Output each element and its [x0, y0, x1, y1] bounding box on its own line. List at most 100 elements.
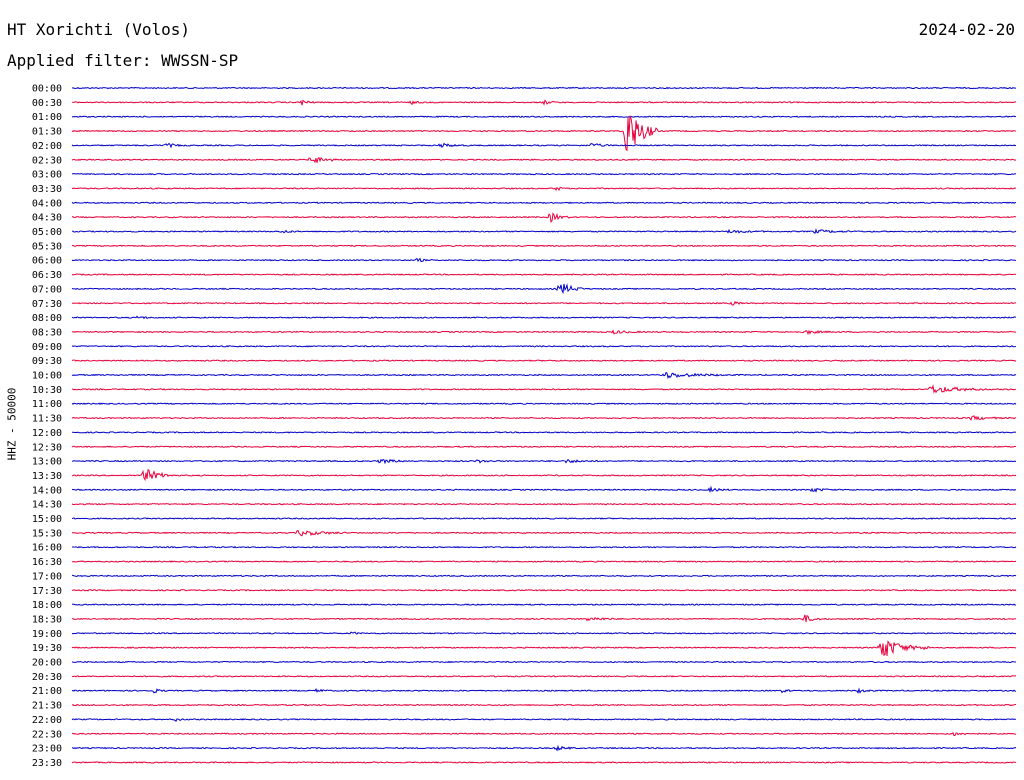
trace-line: [71, 228, 1017, 235]
time-label: 07:00: [32, 284, 62, 295]
time-label: 02:00: [32, 141, 62, 152]
trace-line: [71, 283, 1017, 295]
trace-line: [71, 744, 1017, 752]
trace-line: [71, 384, 1017, 394]
time-label: 08:00: [32, 313, 62, 324]
station-title: HT Xorichti (Volos): [7, 20, 191, 39]
date-label: 2024-02-20: [918, 20, 1015, 39]
time-label: 16:30: [32, 557, 62, 568]
trace-line: [71, 156, 1017, 164]
trace-line: [71, 172, 1017, 176]
trace-line: [71, 345, 1017, 348]
trace-line: [71, 614, 1017, 623]
time-label: 23:30: [32, 758, 62, 769]
time-label: 18:30: [32, 614, 62, 625]
time-label: 00:30: [32, 98, 62, 109]
time-label: 06:30: [32, 270, 62, 281]
trace-line: [71, 257, 1017, 263]
trace-line: [71, 589, 1017, 592]
time-label: 10:00: [32, 371, 62, 382]
time-label: 01:30: [32, 127, 62, 138]
time-label: 13:00: [32, 457, 62, 468]
trace-line: [71, 660, 1017, 664]
trace-line: [71, 315, 1017, 320]
trace-line: [71, 687, 1017, 694]
trace-line: [71, 115, 1017, 152]
trace-line: [71, 371, 1017, 380]
trace-line: [71, 761, 1017, 764]
time-label: 04:00: [32, 198, 62, 209]
time-label: 19:00: [32, 629, 62, 640]
time-label: 10:30: [32, 385, 62, 396]
trace-line: [71, 603, 1017, 606]
time-label: 12:30: [32, 442, 62, 453]
trace-line: [71, 703, 1017, 707]
time-label: 15:30: [32, 528, 62, 539]
time-label: 02:30: [32, 155, 62, 166]
trace-line: [71, 458, 1017, 465]
trace-line: [71, 415, 1017, 421]
trace-line: [71, 115, 1017, 118]
time-label: 23:00: [32, 744, 62, 755]
time-label: 05:00: [32, 227, 62, 238]
trace-line: [71, 187, 1017, 192]
time-label: 11:00: [32, 399, 62, 410]
trace-line: [71, 631, 1017, 635]
trace-line: [71, 329, 1017, 336]
time-label: 08:30: [32, 327, 62, 338]
time-label: 21:30: [32, 701, 62, 712]
trace-line: [71, 359, 1017, 362]
time-label: 22:00: [32, 715, 62, 726]
trace-line: [71, 273, 1017, 276]
trace-line: [71, 718, 1017, 722]
trace-line: [71, 517, 1017, 520]
trace-line: [71, 86, 1017, 90]
time-label: 14:00: [32, 485, 62, 496]
trace-line: [71, 574, 1017, 578]
time-label: 13:30: [32, 471, 62, 482]
time-label: 15:00: [32, 514, 62, 525]
time-label: 07:30: [32, 299, 62, 310]
trace-line: [71, 142, 1017, 149]
trace-line: [71, 485, 1017, 494]
time-label: 01:00: [32, 112, 62, 123]
time-label: 00:00: [32, 84, 62, 95]
trace-line: [71, 402, 1017, 405]
trace-line: [71, 675, 1017, 678]
time-label: 11:30: [32, 414, 62, 425]
trace-line: [71, 99, 1017, 106]
trace-line: [71, 469, 1017, 482]
time-label: 19:30: [32, 643, 62, 654]
trace-line: [71, 431, 1017, 434]
time-label: 18:00: [32, 600, 62, 611]
trace-line: [71, 560, 1017, 563]
time-label: 14:30: [32, 500, 62, 511]
time-label: 12:00: [32, 428, 62, 439]
trace-line: [71, 640, 1017, 657]
time-label: 03:00: [32, 170, 62, 181]
time-label: 03:30: [32, 184, 62, 195]
trace-line: [71, 529, 1017, 537]
time-label: 17:30: [32, 586, 62, 597]
trace-line: [71, 300, 1017, 306]
time-label: 16:00: [32, 543, 62, 554]
trace-line: [71, 201, 1017, 205]
time-label: 20:00: [32, 658, 62, 669]
time-label: 05:30: [32, 241, 62, 252]
time-label: 21:00: [32, 686, 62, 697]
trace-line: [71, 731, 1017, 737]
time-label: 22:30: [32, 729, 62, 740]
trace-line: [71, 212, 1017, 223]
time-label: 04:30: [32, 213, 62, 224]
time-label: 06:00: [32, 256, 62, 267]
time-label: 20:30: [32, 672, 62, 683]
trace-line: [71, 244, 1017, 248]
time-label: 17:00: [32, 571, 62, 582]
time-label: 09:00: [32, 342, 62, 353]
filter-label: Applied filter: WWSSN-SP: [7, 51, 239, 70]
trace-line: [71, 502, 1017, 506]
time-label: 09:30: [32, 356, 62, 367]
trace-line: [72, 545, 1017, 549]
trace-line: [71, 445, 1017, 449]
